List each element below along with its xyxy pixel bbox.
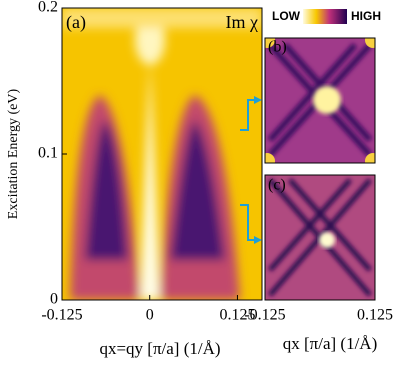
arrow	[240, 204, 258, 241]
arrow-head	[254, 96, 262, 104]
panel-label: (c)	[268, 177, 286, 194]
arrow-head	[254, 236, 262, 244]
plot-frame	[264, 174, 376, 301]
colorbar-label: LOW	[272, 9, 301, 23]
x-tick-label: -0.125	[244, 307, 285, 324]
panel-label: (a)	[66, 12, 86, 33]
y-tick-label: 0.1	[38, 145, 58, 162]
y-tick-label: 0.2	[38, 0, 58, 16]
x-tick-label: 0.125	[219, 307, 255, 324]
heatmap-b	[265, 38, 375, 163]
annotation: Im χ	[226, 12, 258, 32]
plot-frame	[264, 37, 376, 164]
colorbar	[303, 9, 347, 24]
x-axis-label: qx=qy [π/a] (1/Å)	[99, 339, 220, 358]
x-tick-label: 0	[146, 307, 154, 324]
x-tick-label: 0.125	[357, 307, 393, 324]
panel-label: (b)	[268, 39, 287, 56]
colorbar-label: HIGH	[351, 9, 381, 23]
y-axis-label: Excitation Energy (eV)	[6, 88, 21, 219]
y-tick-label: 0	[50, 291, 58, 308]
x-tick-label: -0.125	[41, 307, 82, 324]
heatmap-a	[62, 8, 262, 300]
x-axis-label: qx [π/a] (1/Å)	[283, 334, 378, 353]
arrow	[240, 99, 258, 131]
heatmap-c	[265, 175, 375, 300]
